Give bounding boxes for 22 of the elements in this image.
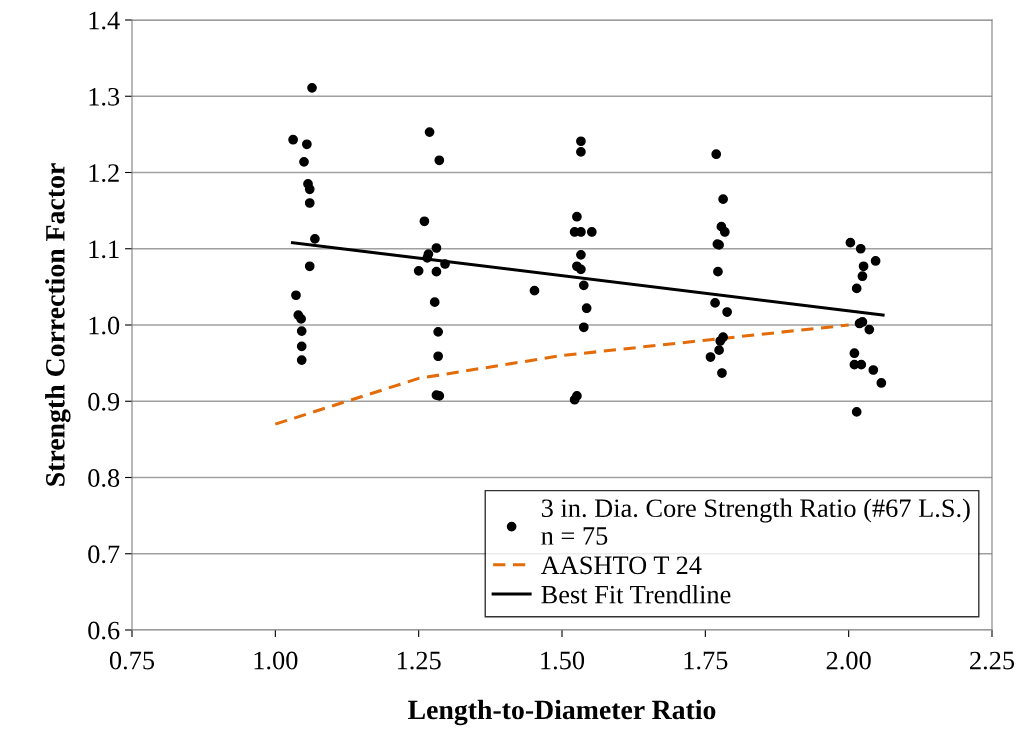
x-tick-label: 1.25 [397, 651, 441, 670]
x-tick-label: 2.00 [826, 651, 871, 670]
x-axis-title: Length-to-Diameter Ratio [408, 699, 716, 726]
y-tick-label: 0.8 [88, 469, 120, 488]
y-tick-label: 1.3 [89, 87, 120, 106]
y-tick-label: 1.2 [89, 164, 119, 183]
y-tick-label: 0.6 [88, 621, 120, 640]
legend-label: AASHTO T 24 [540, 556, 702, 575]
x-tick-label: 2.25 [970, 651, 1015, 670]
y-tick-label: 0.9 [88, 392, 120, 411]
x-tick-label: 1.50 [541, 651, 585, 670]
line-series [273, 323, 851, 426]
y-tick-label: 1.4 [89, 11, 120, 30]
legend-label: Best Fit Trendline [541, 584, 731, 604]
y-tick-label: 1.1 [89, 240, 119, 259]
x-tick-label: 1.00 [254, 651, 298, 670]
legend-label: 3 in. Dia. Core Strength Ratio (#67 L.S.) n = 75 [541, 498, 970, 545]
x-tick-label: 0.75 [109, 651, 155, 670]
y-tick-label: 1.0 [89, 316, 120, 335]
y-tick-label: 0.7 [88, 545, 120, 564]
y-axis-title: Strength Correction Factor [45, 163, 71, 486]
x-tick-label: 1.75 [684, 651, 728, 670]
